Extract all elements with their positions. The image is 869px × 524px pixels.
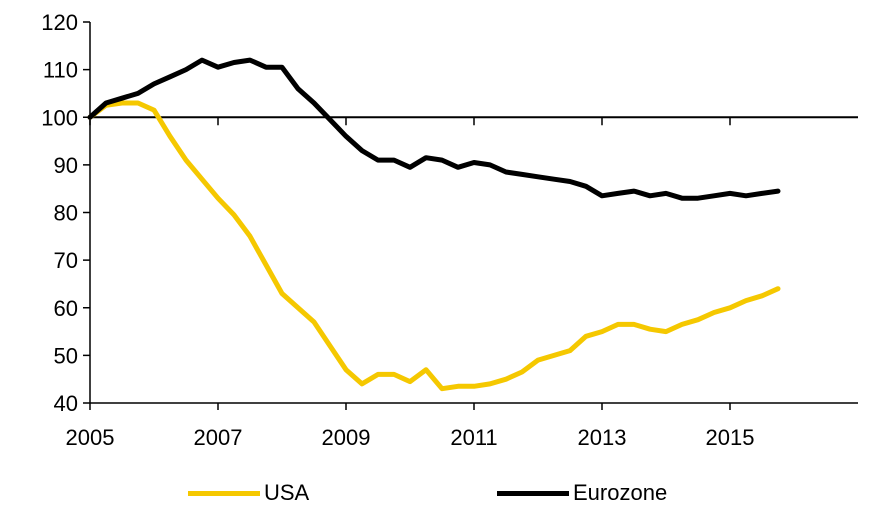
legend-swatch-eurozone: [497, 490, 569, 496]
legend-item-usa: USA: [188, 480, 309, 506]
series-line-usa: [87, 100, 781, 392]
y-tick-label: 50: [54, 343, 78, 368]
y-tick-label: 100: [41, 105, 78, 130]
y-axis: 40 50 60 70 80 90 100 110 120: [41, 10, 91, 416]
y-tick-label: 110: [43, 58, 78, 83]
x-tick-label: 2015: [706, 425, 755, 450]
x-tick-label: 2007: [194, 425, 243, 450]
legend-swatch-usa: [188, 490, 260, 496]
x-axis: 2005 2007 2009 2011 2013 2015: [66, 402, 858, 450]
y-tick-label: 40: [54, 391, 78, 416]
legend-item-eurozone: Eurozone: [497, 480, 667, 506]
y-tick-label: 60: [54, 296, 78, 321]
y-tick-label: 120: [41, 10, 78, 35]
y-tick-label: 70: [54, 248, 78, 273]
y-tick-label: 90: [54, 153, 78, 178]
y-tick-label: 80: [54, 201, 78, 226]
legend-label-eurozone: Eurozone: [573, 480, 668, 505]
x-tick-label: 2013: [578, 425, 627, 450]
x-tick-label: 2009: [322, 425, 371, 450]
series-line-eurozone: [87, 57, 781, 201]
series-layer: [87, 57, 781, 392]
legend: USA Eurozone: [0, 472, 869, 512]
x-tick-label: 2011: [450, 425, 497, 450]
legend-label-usa: USA: [264, 480, 310, 505]
x-tick-label: 2005: [66, 425, 115, 450]
reference-line-100: [89, 116, 858, 126]
